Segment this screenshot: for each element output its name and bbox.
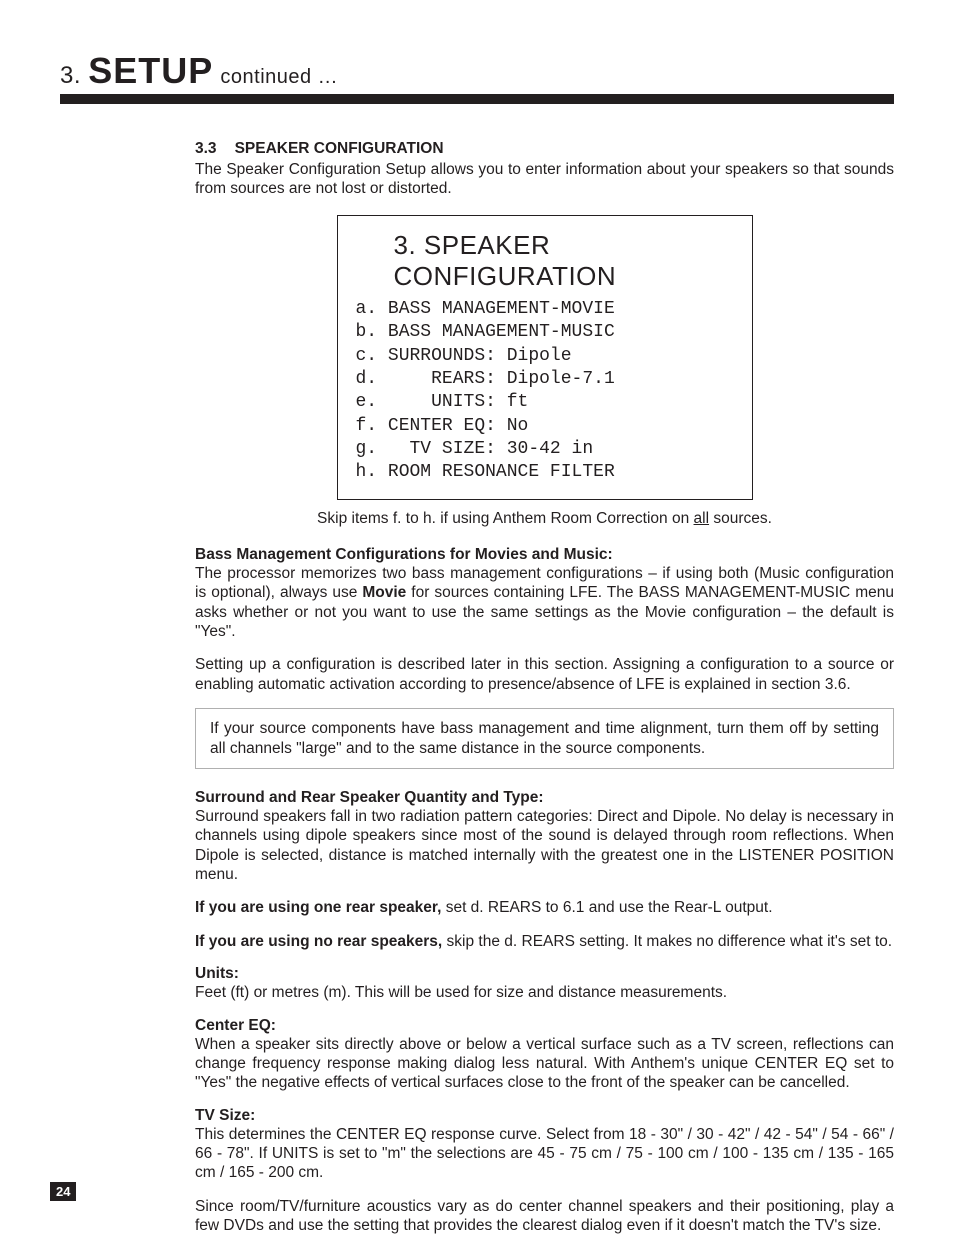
header-continued: continued … <box>220 66 338 88</box>
callout-box: If your source components have bass mana… <box>195 708 894 769</box>
surround-no-body: skip the d. REARS setting. It makes no d… <box>442 933 892 950</box>
center-eq-heading: Center EQ: <box>195 1017 894 1035</box>
section-number: 3.3 <box>195 140 217 157</box>
skip-note-post: sources. <box>709 510 772 527</box>
bass-mgmt-movie: Movie <box>362 584 406 601</box>
units-heading: Units: <box>195 965 894 983</box>
header-rule <box>60 94 894 104</box>
tv-size-p1: This determines the CENTER EQ response c… <box>195 1125 894 1183</box>
surround-one: If you are using one rear speaker, set d… <box>195 898 894 917</box>
menu-title: 3. SPEAKER CONFIGURATION <box>356 230 734 292</box>
surround-no: If you are using no rear speakers, skip … <box>195 932 894 951</box>
surround-heading: Surround and Rear Speaker Quantity and T… <box>195 789 894 807</box>
surround-no-head: If you are using no rear speakers, <box>195 933 442 950</box>
skip-note-pre: Skip items f. to h. if using Anthem Room… <box>317 510 693 527</box>
section-intro: The Speaker Configuration Setup allows y… <box>195 160 894 199</box>
menu-box: 3. SPEAKER CONFIGURATION a. BASS MANAGEM… <box>337 215 753 500</box>
center-eq-body: When a speaker sits directly above or be… <box>195 1035 894 1093</box>
bass-mgmt-p1: The processor memorizes two bass managem… <box>195 564 894 642</box>
surround-one-body: set d. REARS to 6.1 and use the Rear-L o… <box>441 899 772 916</box>
page-header: 3. SETUP continued … <box>60 50 894 104</box>
section-heading: 3.3 SPEAKER CONFIGURATION <box>195 140 894 158</box>
header-title: 3. SETUP continued … <box>60 50 894 92</box>
skip-note: Skip items f. to h. if using Anthem Room… <box>195 510 894 528</box>
content-area: 3.3 SPEAKER CONFIGURATION The Speaker Con… <box>195 140 894 1236</box>
tv-size-heading: TV Size: <box>195 1107 894 1125</box>
menu-list: a. BASS MANAGEMENT-MOVIE b. BASS MANAGEM… <box>356 298 734 485</box>
header-main: SETUP <box>88 50 213 91</box>
page-number: 24 <box>50 1182 76 1201</box>
units-body: Feet (ft) or metres (m). This will be us… <box>195 983 894 1002</box>
header-number: 3. <box>60 62 81 89</box>
tv-size-p2: Since room/TV/furniture acoustics vary a… <box>195 1197 894 1236</box>
surround-one-head: If you are using one rear speaker, <box>195 899 441 916</box>
bass-mgmt-heading: Bass Management Configurations for Movie… <box>195 546 894 564</box>
skip-note-all: all <box>694 510 710 527</box>
surround-p1: Surround speakers fall in two radiation … <box>195 807 894 885</box>
bass-mgmt-p2: Setting up a configuration is described … <box>195 655 894 694</box>
section-title: SPEAKER CONFIGURATION <box>235 140 444 157</box>
